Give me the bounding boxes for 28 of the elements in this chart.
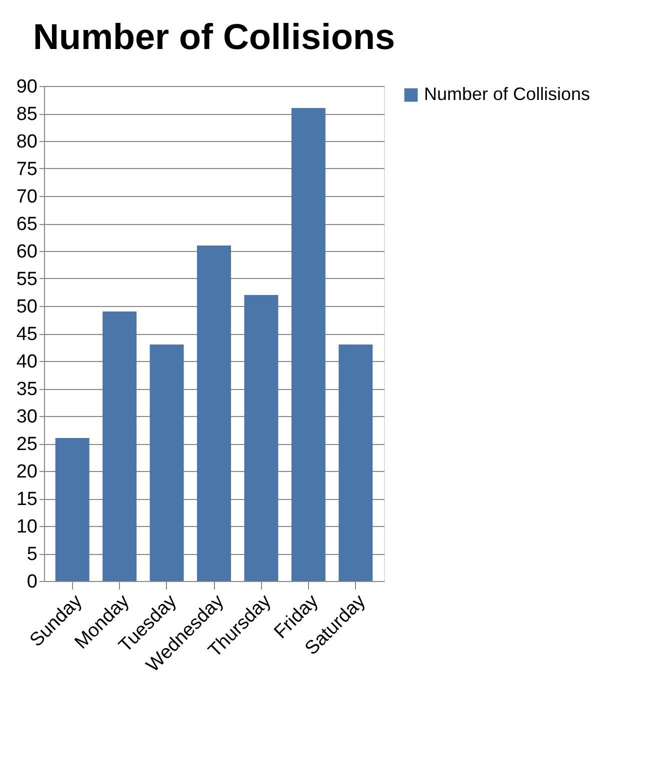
bar <box>244 295 278 581</box>
bar <box>55 438 90 581</box>
y-tick-label: 90 <box>16 76 38 98</box>
y-tick-label: 70 <box>16 186 38 208</box>
y-tick-label: 30 <box>16 406 38 428</box>
bar <box>338 344 373 581</box>
y-tick-label: 20 <box>16 462 38 482</box>
y-tick-label: 10 <box>16 516 38 538</box>
bar <box>102 312 137 581</box>
y-tick-label: 55 <box>16 269 38 290</box>
y-tick-label: 25 <box>16 434 38 455</box>
y-tick-label: 40 <box>16 352 38 372</box>
bar <box>291 108 326 581</box>
y-tick-label: 35 <box>16 379 38 400</box>
y-tick-label: 80 <box>16 132 38 152</box>
y-tick-label: 45 <box>16 324 38 345</box>
bar <box>150 344 184 581</box>
y-tick-label: 60 <box>16 242 38 262</box>
y-tick-label: 5 <box>26 544 38 565</box>
y-tick-label: 15 <box>16 489 38 510</box>
y-tick-label: 65 <box>16 214 38 235</box>
chart-title: Number of Collisions <box>32 16 396 57</box>
y-tick-label: 75 <box>16 159 38 180</box>
y-tick-label: 50 <box>16 296 38 318</box>
y-tick-label: 0 <box>26 572 38 592</box>
y-tick-label: 85 <box>16 104 38 125</box>
legend-label: Number of Collisions <box>424 84 590 104</box>
bar <box>197 246 231 581</box>
